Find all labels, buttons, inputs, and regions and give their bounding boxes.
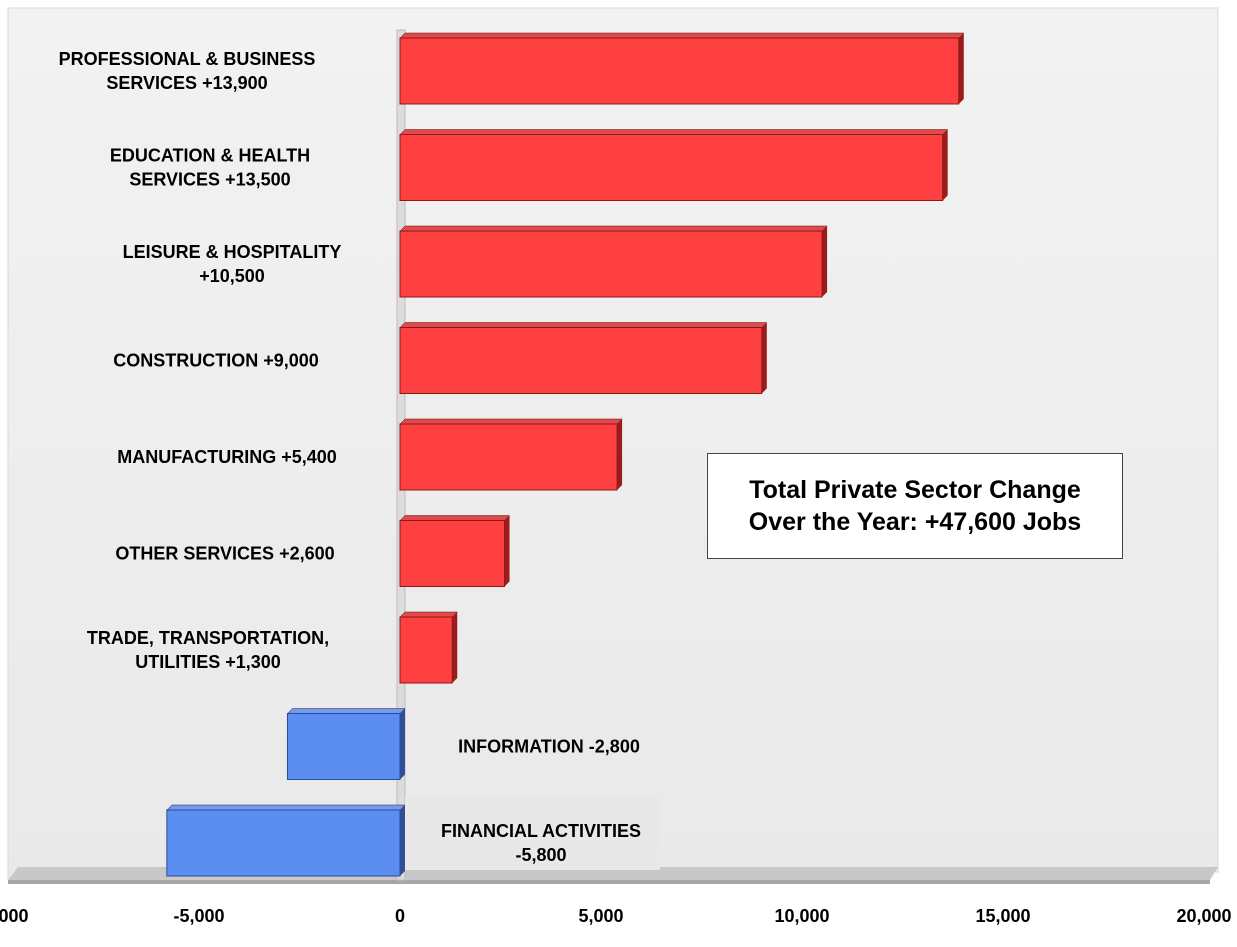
- bar-label-professional-business-services: PROFESSIONAL & BUSINESS SERVICES +13,900: [59, 49, 316, 93]
- bar-label-financial-activities: FINANCIAL ACTIVITIES -5,800: [441, 821, 641, 865]
- bar-label-construction: CONSTRUCTION +9,000: [113, 351, 319, 371]
- bar-label-line: OTHER SERVICES +2,600: [115, 544, 334, 564]
- bar-label-line: INFORMATION -2,800: [458, 737, 640, 757]
- bar-front-face: [399, 327, 763, 394]
- bar-label-manufacturing: MANUFACTURING +5,400: [117, 447, 337, 467]
- bar-label-line: PROFESSIONAL & BUSINESS: [59, 49, 316, 69]
- bar-top-face: [166, 804, 406, 811]
- bar-label-trade-transportation-utilities: TRADE, TRANSPORTATION, UTILITIES +1,300: [87, 628, 329, 672]
- bars-layer: [166, 32, 965, 877]
- bar-top-face: [286, 708, 406, 714]
- x-tick-labels: -10,000 -5,000 0 5,000 10,000 15,000 20,000: [0, 906, 1232, 926]
- bar-top-face: [399, 611, 458, 618]
- bar-labels-layer: PROFESSIONAL & BUSINESS SERVICES +13,900 E…: [59, 49, 660, 870]
- x-tick-label: 0: [395, 906, 405, 926]
- bar-information: [286, 708, 406, 780]
- bar-label-leisure-hospitality: LEISURE & HOSPITALITY +10,500: [123, 242, 342, 286]
- bar-label-line: TRADE, TRANSPORTATION,: [87, 628, 329, 648]
- bar-front-face: [399, 230, 823, 298]
- bar-top-face: [399, 225, 828, 232]
- bar-other-services: [399, 515, 511, 587]
- bar-trade-transportation-utilities: [399, 611, 458, 684]
- bar-label-line: MANUFACTURING +5,400: [117, 447, 337, 467]
- x-tick-label: 15,000: [975, 906, 1030, 926]
- bar-side-face: [504, 515, 510, 587]
- callout-line-1: Total Private Sector Change: [749, 476, 1081, 504]
- bar-label-line: +10,500: [199, 266, 265, 286]
- bar-side-face: [617, 419, 623, 490]
- bar-front-face: [399, 520, 506, 587]
- bar-front-face: [399, 423, 618, 491]
- bar-leisure-hospitality: [399, 225, 828, 298]
- bar-education-health-services: [399, 129, 949, 201]
- bar-front-face: [286, 713, 401, 780]
- bar-top-face: [399, 322, 768, 328]
- bar-top-face: [399, 418, 623, 425]
- bar-label-line: EDUCATION & HEALTH: [110, 146, 310, 166]
- x-tick-label: -5,000: [173, 906, 224, 926]
- bar-side-face: [942, 129, 948, 201]
- bar-top-face: [399, 129, 949, 135]
- bar-top-face: [399, 32, 965, 39]
- bar-financial-activities: [166, 804, 406, 877]
- bar-front-face: [399, 134, 944, 201]
- bar-manufacturing: [399, 418, 623, 491]
- bar-label-line: SERVICES +13,900: [106, 73, 267, 93]
- bar-label-line: UTILITIES +1,300: [135, 652, 281, 672]
- bar-professional-business-services: [399, 32, 965, 105]
- bar-side-face: [761, 322, 767, 394]
- total-change-callout: Total Private Sector Change Over the Yea…: [707, 453, 1123, 559]
- x-tick-label: -10,000: [0, 906, 29, 926]
- bar-construction: [399, 322, 768, 394]
- bar-side-face: [452, 612, 458, 683]
- bar-label-line: SERVICES +13,500: [129, 170, 290, 190]
- bar-label-information: INFORMATION -2,800: [458, 737, 640, 757]
- bar-label-line: FINANCIAL ACTIVITIES: [441, 821, 641, 841]
- bar-front-face: [166, 809, 401, 877]
- bar-label-other-services: OTHER SERVICES +2,600: [115, 544, 334, 564]
- bar-top-face: [399, 515, 511, 521]
- callout-line-2: Over the Year: +47,600 Jobs: [748, 508, 1082, 536]
- bar-front-face: [399, 37, 960, 105]
- bar-label-line: CONSTRUCTION +9,000: [113, 351, 319, 371]
- label-backdrop: [405, 797, 660, 870]
- x-tick-label: 5,000: [578, 906, 623, 926]
- bar-front-face: [399, 616, 453, 684]
- x-tick-label: 20,000: [1176, 906, 1231, 926]
- bar-side-face: [400, 805, 405, 876]
- bar-side-face: [822, 226, 828, 297]
- bar-side-face: [400, 708, 405, 780]
- bar-label-line: LEISURE & HOSPITALITY: [123, 242, 342, 262]
- bar-label-line: -5,800: [515, 845, 566, 865]
- bar-side-face: [958, 33, 964, 104]
- bar-label-education-health-services: EDUCATION & HEALTH SERVICES +13,500: [110, 146, 310, 190]
- x-tick-label: 10,000: [774, 906, 829, 926]
